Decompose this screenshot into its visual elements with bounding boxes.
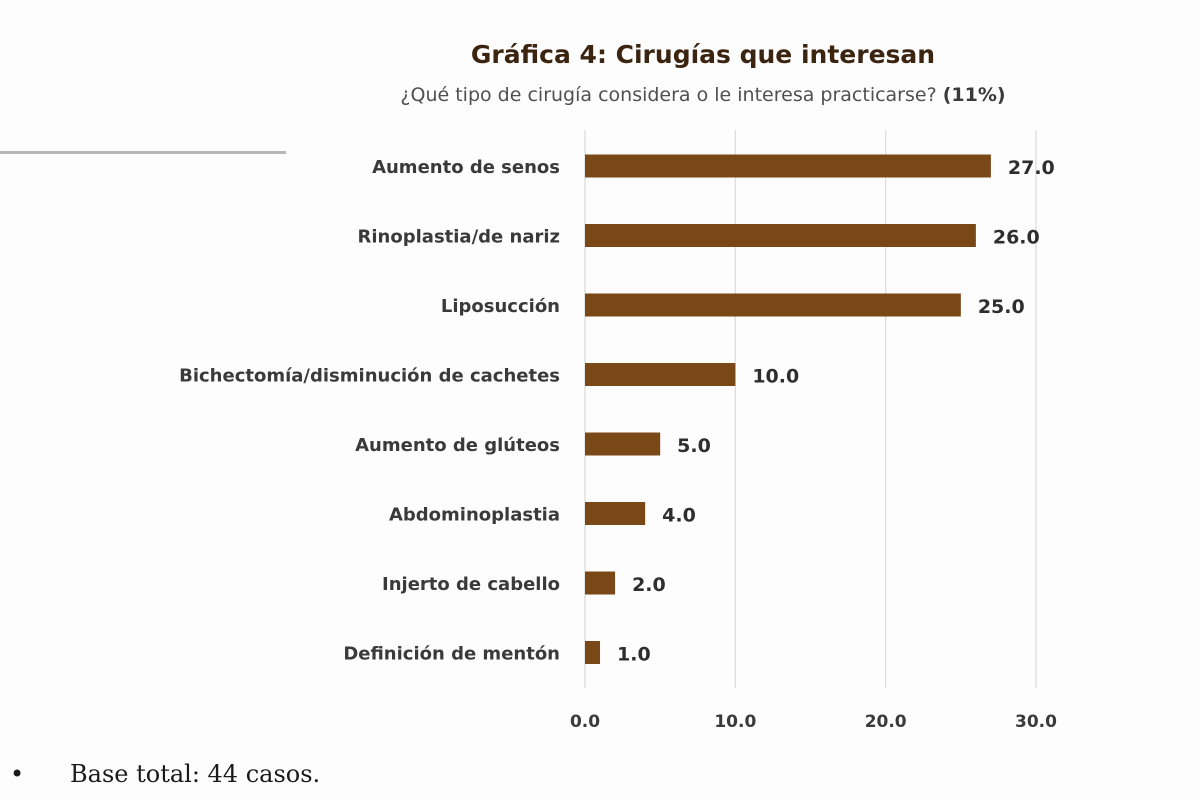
data-label: 27.0 xyxy=(1008,157,1055,179)
footnote-bullet: • xyxy=(10,760,25,788)
chart-title: Gráfica 4: Cirugías que interesan xyxy=(470,40,936,69)
footnote: • Base total: 44 casos. xyxy=(10,760,320,788)
category-label: Definición de mentón xyxy=(343,644,560,665)
category-label: Liposucción xyxy=(441,296,560,317)
bar xyxy=(585,502,646,525)
bar xyxy=(585,154,991,178)
data-label: 4.0 xyxy=(662,505,696,527)
bar xyxy=(585,641,601,664)
x-tick-label: 0.0 xyxy=(570,712,600,732)
data-label: 5.0 xyxy=(677,435,711,457)
chart-subtitle: ¿Qué tipo de cirugía considera o le inte… xyxy=(0,84,1200,106)
x-tick-label: 10.0 xyxy=(714,712,756,732)
x-tick-label: 30.0 xyxy=(1015,712,1057,732)
category-label: Aumento de glúteos xyxy=(355,435,560,456)
x-tick-label: 20.0 xyxy=(865,712,907,732)
category-label: Bichectomía/disminución de cachetes xyxy=(179,366,560,387)
category-label: Injerto de cabello xyxy=(382,574,560,595)
category-label: Abdominoplastia xyxy=(389,505,560,526)
bar xyxy=(585,293,961,317)
decorative-rule xyxy=(0,151,286,154)
category-label: Rinoplastia/de nariz xyxy=(358,227,560,248)
bar xyxy=(585,363,736,386)
subtitle-percentage: (11%) xyxy=(942,84,1006,106)
data-label: 2.0 xyxy=(632,574,666,596)
bar xyxy=(585,432,661,456)
data-label: 25.0 xyxy=(978,296,1025,318)
bar xyxy=(585,224,976,247)
data-label: 10.0 xyxy=(752,366,799,388)
data-label: 26.0 xyxy=(993,227,1040,249)
data-label: 1.0 xyxy=(617,644,651,666)
subtitle-question: ¿Qué tipo de cirugía considera o le inte… xyxy=(400,84,937,106)
bar xyxy=(585,571,616,595)
footnote-text: Base total: 44 casos. xyxy=(70,760,321,788)
category-label: Aumento de senos xyxy=(372,157,560,178)
